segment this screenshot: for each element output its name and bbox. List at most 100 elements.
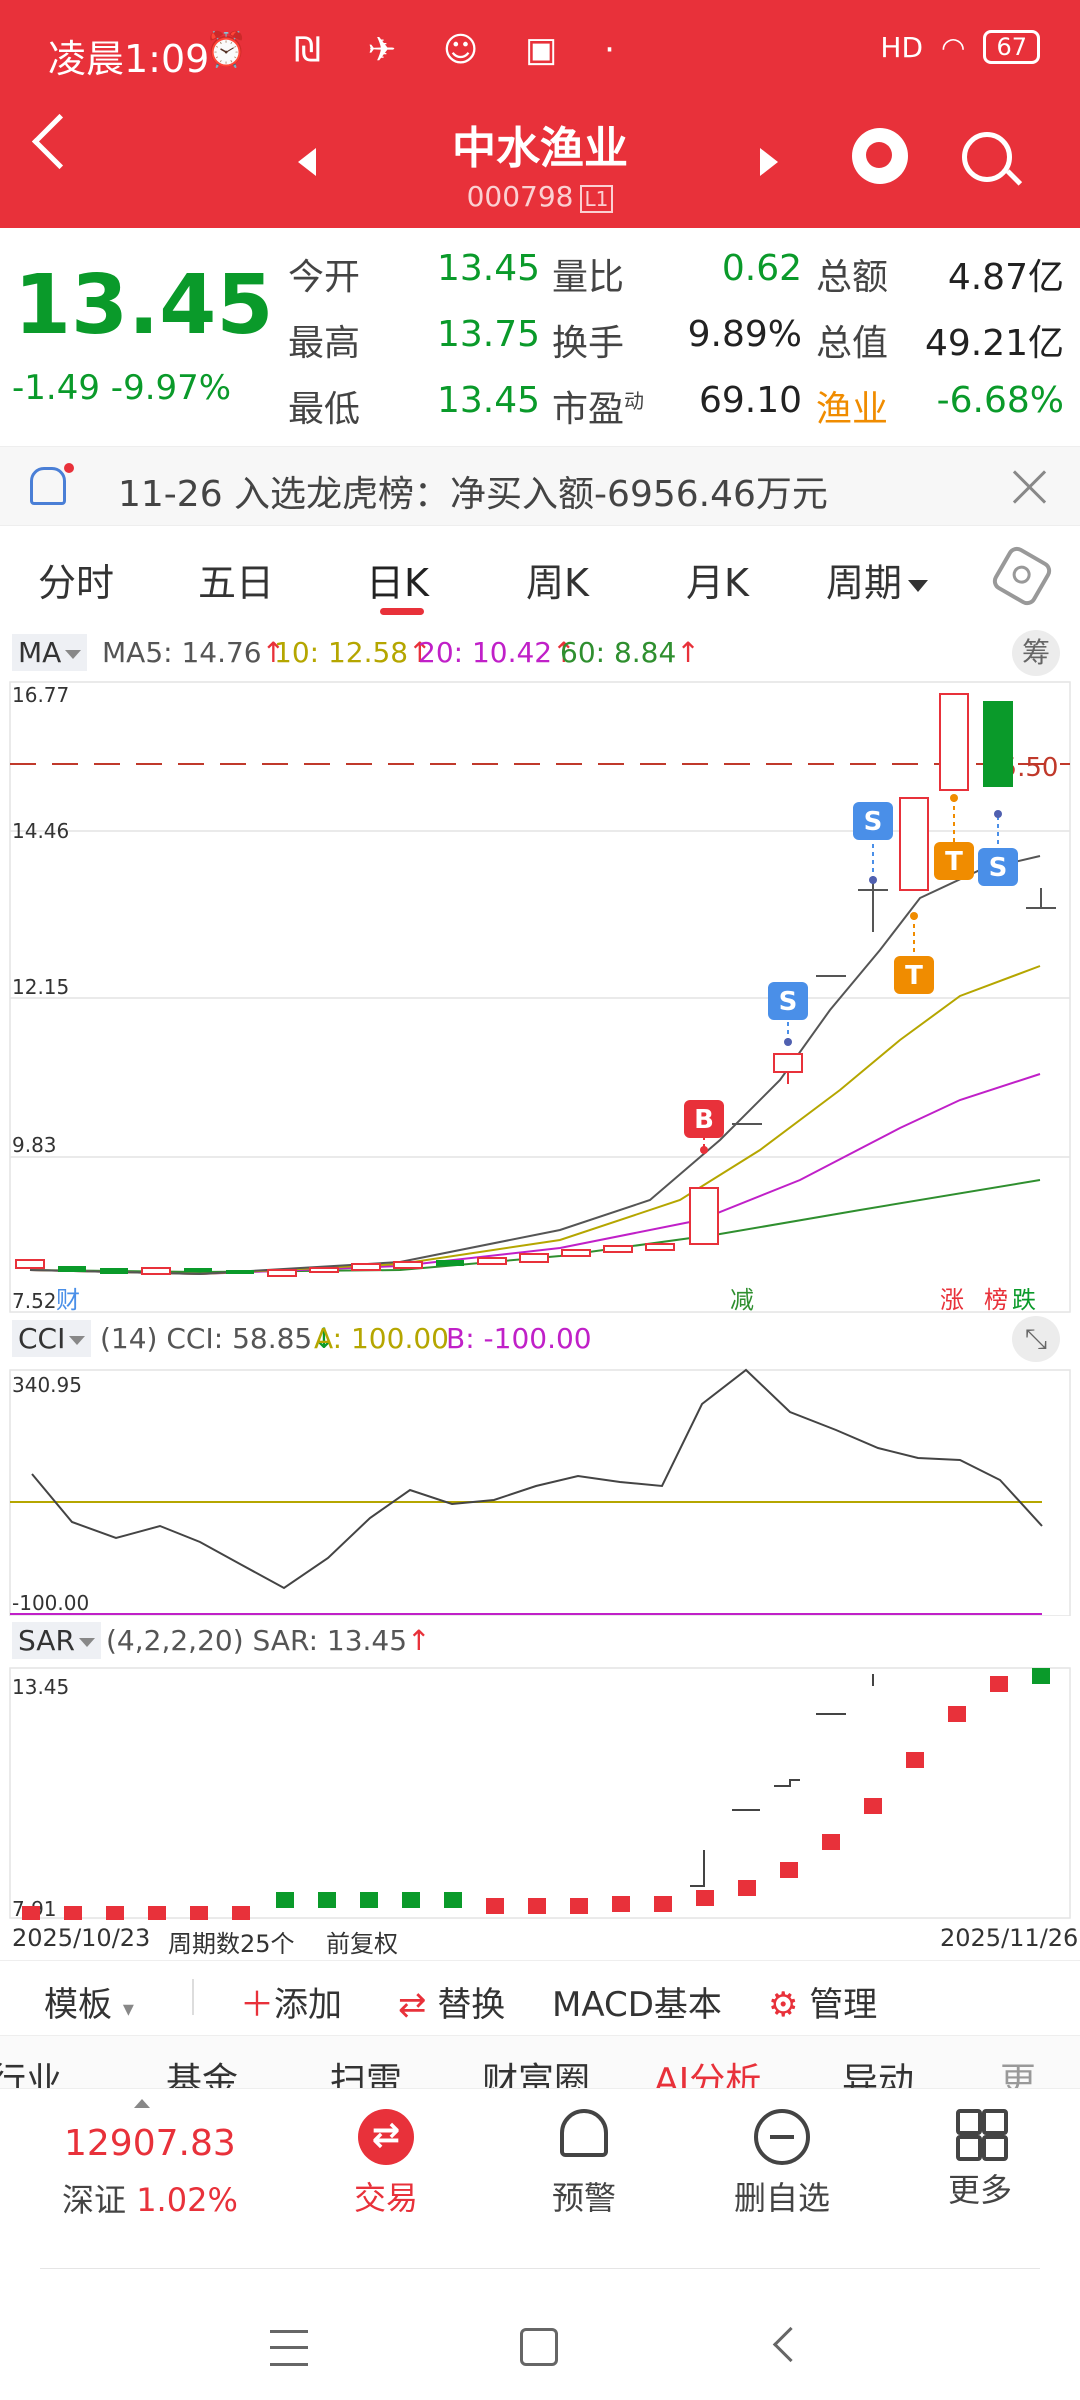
search-icon[interactable] [962,132,1012,182]
replace-button[interactable]: ⇄ 替换 [398,1977,505,2026]
caret-down-icon [65,649,82,659]
cci-value: (14) CCI: 58.85↓ [100,1322,336,1355]
label-turnover-amount: 总额 [816,257,889,298]
minus-circle-icon [754,2109,810,2165]
expand-icon[interactable] [1012,1316,1060,1362]
label-pe: 市盈动 [552,380,644,432]
grid-icon [956,2109,1008,2161]
event-tag[interactable]: 榜 [984,1286,1008,1314]
sar-point [906,1752,924,1768]
nav-remove-watchlist[interactable]: 删自选 [702,2109,862,2219]
feature-tab[interactable]: AI分析 [654,2061,762,2088]
event-tags: 财 减 涨 榜 跌 [56,1286,1036,1314]
chip-distribution-button[interactable]: 筹 [1012,630,1060,676]
sar-selector[interactable]: SAR [12,1622,101,1659]
candle [773,1053,803,1073]
assistant-robot-icon[interactable] [852,128,908,184]
caret-up-icon[interactable] [134,2099,150,2108]
sar-point [528,1898,546,1914]
kline-chart[interactable]: 15.50 16.77 14.46 12.15 9.83 7.52 [0,680,1080,1316]
ma60-value: 60: 8.84↑ [560,636,700,669]
value-turnover-rate: 9.89% [687,314,802,355]
feature-tab[interactable]: 财富圈 [482,2061,591,2088]
sar-y-top: 13.45 [12,1675,69,1699]
feature-tab[interactable]: 行业 [0,2061,63,2088]
up-arrow-icon: ↑ [552,636,576,669]
marker-dot [784,1038,792,1046]
event-tag[interactable]: 跌 [1012,1286,1036,1314]
label-low: 最低 [288,389,361,430]
sar-point [780,1862,798,1878]
bottom-nav: 12907.83 深证 1.02% 交易 预警 删自选 更多 [0,2088,1080,2269]
notice-bar[interactable]: 11-26 入选龙虎榜：净买入额-6956.46万元 [0,446,1080,526]
plus-icon: ＋ [240,1985,274,2025]
candle [939,693,969,791]
home-icon[interactable] [520,2328,558,2366]
value-industry-change: -6.68% [936,380,1064,421]
change-amount: -1.49 [12,368,100,408]
feature-tab[interactable]: 扫雷 [330,2061,403,2088]
tab-minute[interactable]: 分时 [38,561,115,605]
ma-selector[interactable]: MA [12,634,88,671]
wifi-icon: ◠ [941,30,966,64]
ma10-value: 10: 12.58↑ [274,636,432,669]
trade-markers: B S S T T S [684,794,1018,1154]
candle [393,1261,423,1269]
index-value[interactable]: 12907.83 [64,2123,236,2164]
feature-tab[interactable]: 更 [1000,2061,1037,2088]
sar-point [190,1906,208,1920]
index-name-text: 深证 [62,2181,127,2219]
tab-five-day[interactable]: 五日 [198,561,275,605]
period-count: 周期数25个 [168,1930,295,1958]
nav-trade[interactable]: 交易 [306,2109,466,2219]
cci-selector[interactable]: CCI [12,1320,92,1357]
recent-apps-icon[interactable] [270,2330,308,2366]
value-low: 13.45 [436,380,540,421]
t-marker[interactable] [934,842,974,880]
nav-alert[interactable]: 预警 [504,2109,664,2219]
candle [141,1267,171,1275]
system-back-icon[interactable] [772,2326,809,2363]
grid-cell [982,2135,1008,2161]
feature-tab[interactable]: 基金 [166,2061,239,2088]
cci-tag-label: CCI [18,1322,66,1355]
ma5-line [29,855,1041,1276]
value-volume-ratio: 0.62 [721,248,802,289]
label-high: 最高 [288,323,361,364]
adjust-mode[interactable]: 前复权 [326,1930,398,1958]
stock-code: 000798 [466,180,574,213]
event-tag[interactable]: 财 [56,1286,80,1314]
tab-weekly-k[interactable]: 周K [526,561,589,605]
sar-point [276,1892,294,1908]
sar-point [486,1898,504,1914]
manage-button[interactable]: ⚙ 管理 [768,1977,877,2026]
axis-start-date: 2025/10/23 [12,1924,151,1952]
sell-marker[interactable] [853,802,893,840]
status-time: 凌晨1:09 [48,37,210,81]
sar-point [612,1896,630,1912]
feature-tab[interactable]: 异动 [842,2061,915,2088]
event-tag[interactable]: 减 [730,1286,754,1314]
sell-marker[interactable] [978,848,1018,886]
ma10-line [29,965,1041,1276]
macd-basic-button[interactable]: MACD基本 [552,1985,722,2025]
buy-marker[interactable] [684,1100,724,1138]
prev-stock-icon[interactable] [298,148,316,176]
index-name[interactable]: 深证 1.02% [62,2175,238,2221]
sar-price-bar [774,1779,800,1787]
manage-label: 管理 [809,1985,878,2025]
next-stock-icon[interactable] [760,148,778,176]
add-button[interactable]: ＋添加 [240,1977,342,2026]
tab-monthly-k[interactable]: 月K [686,561,749,605]
tab-period[interactable]: 周期 [826,552,929,607]
label-industry[interactable]: 渔业 [816,389,889,430]
template-dropdown[interactable]: 模板 ▾ [44,1977,134,2026]
nav-more[interactable]: 更多 [900,2109,1060,2211]
t-marker-label: T [945,847,963,877]
t-marker[interactable] [894,956,934,994]
event-tag[interactable]: 涨 [940,1286,964,1314]
sar-point [318,1892,336,1908]
sell-marker[interactable] [768,982,808,1020]
close-icon[interactable] [1010,467,1048,505]
tab-daily-k[interactable]: 日K [366,561,429,605]
